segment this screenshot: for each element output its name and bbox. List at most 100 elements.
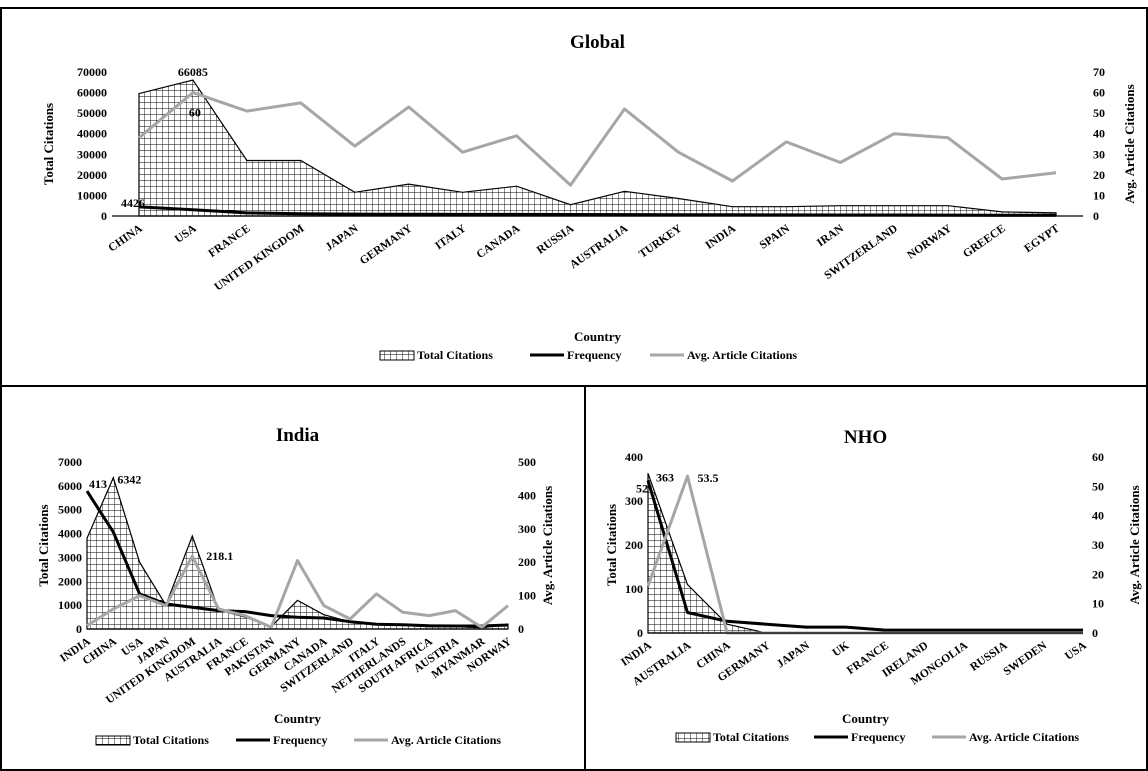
x-category-label: TURKEY [637,222,685,260]
y-tick-label: 40000 [77,127,107,141]
data-label: 66085 [178,65,208,79]
series-avg-citations-line [646,474,1083,635]
y2-tick-label: 10 [1093,188,1105,202]
x-category-label: USA [173,222,199,245]
y-tick-label: 400 [625,450,643,464]
y-tick-label: 3000 [58,550,82,564]
y-tick-label: 0 [101,209,107,223]
legend-avg-citations-label: Avg. Article Citations [391,733,501,747]
y-tick-label: 5000 [58,503,82,517]
y-tick-label: 0 [76,622,82,636]
data-label: 53.5 [698,471,719,485]
legend-frequency-label: Frequency [851,730,905,744]
chart-title: NHO [844,427,887,448]
x-category-label: USA [1063,639,1089,662]
x-category-label: GREECE [961,222,1008,260]
x-category-label: SWEDEN [1001,639,1049,678]
y2-tick-label: 20 [1092,567,1104,581]
x-category-label: FRANCE [206,222,252,260]
data-label: 363 [656,470,674,484]
y2-tick-label: 300 [518,522,536,536]
series-avg-citations-line [138,91,1057,187]
x-category-label: RUSSIA [535,222,577,256]
x-axis-title: Country [274,711,321,726]
legend-avg-citations-label: Avg. Article Citations [969,730,1079,744]
y2-tick-label: 50 [1092,479,1104,493]
chart-title: Global [570,32,625,53]
x-category-label: INDIA [619,639,654,669]
x-category-label: IRAN [815,222,847,249]
y-tick-label: 70000 [77,65,107,79]
legend-frequency-label: Frequency [273,733,327,747]
y2-tick-label: 500 [518,455,536,469]
y2-tick-label: 400 [518,488,536,502]
y-axis-title: Total Citations [36,504,51,586]
y2-axis-title: Avg. Article Citations [1122,84,1137,203]
y-tick-label: 0 [637,626,643,640]
x-category-label: UK [830,640,851,660]
series-avg-citations-line [86,554,509,629]
y-tick-label: 100 [625,582,643,596]
data-label: 218.1 [206,549,233,563]
legend-frequency-label: Frequency [567,348,621,362]
y2-tick-label: 30 [1093,147,1105,161]
y2-tick-label: 0 [1093,209,1099,223]
legend-avg-citations-label: Avg. Article Citations [687,348,797,362]
y-tick-label: 1000 [58,598,82,612]
series-frequency-line [138,205,1057,217]
y2-tick-label: 40 [1092,509,1104,523]
series-frequency-line [85,490,509,628]
y2-tick-label: 0 [1092,626,1098,640]
y-tick-label: 2000 [58,574,82,588]
y-axis-title: Total Citations [604,504,619,586]
y-tick-label: 4000 [58,527,82,541]
y-tick-label: 20000 [77,168,107,182]
x-category-label: CANADA [475,222,523,261]
legend-total-citations-swatch [95,735,131,746]
y-axis-title: Total Citations [41,103,56,185]
legend-total-citations-label: Total Citations [133,733,209,747]
series-total-citations-area [86,475,509,630]
legend-total-citations-swatch [379,350,415,361]
chart-title: India [276,425,320,446]
y2-tick-label: 100 [518,589,536,603]
legend-total-citations-label: Total Citations [417,348,493,362]
legend-total-citations-label: Total Citations [713,730,789,744]
x-axis-title: Country [842,711,889,726]
x-category-label: CHINA [106,222,145,254]
x-category-label: UNITED KINGDOM [212,223,306,294]
y-tick-label: 50000 [77,106,107,120]
nho-chart: NHO 0 100 200 300 400 0 10 20 30 40 50 60 Total Citat… [604,427,1142,744]
data-label: 60 [189,106,201,120]
y-tick-label: 30000 [77,147,107,161]
data-label: 4426 [121,196,145,210]
data-label: 413 [89,477,107,491]
y2-tick-label: 40 [1093,127,1105,141]
series-total-citations-area [647,473,1083,634]
y-tick-label: 60000 [77,86,107,100]
india-chart: India 0 1000 2000 3000 4000 5000 6000 7000 0 100 20… [36,425,555,747]
x-category-label: JAPAN [775,639,813,670]
x-category-label: AUSTRALIA [568,222,631,271]
x-category-label: NORWAY [905,222,954,261]
y2-tick-label: 60 [1093,86,1105,100]
y2-axis-title: Avg. Article Citations [1127,485,1142,604]
y2-axis-title: Avg. Article Citations [540,486,555,605]
y2-tick-label: 0 [518,622,524,636]
panel-border-nho [584,385,1148,771]
series-total-citations-area [138,79,1057,217]
y-tick-label: 200 [625,538,643,552]
y2-tick-label: 30 [1092,538,1104,552]
y-tick-label: 300 [625,494,643,508]
x-category-label: ITALY [433,222,469,252]
series-frequency-line [646,480,1083,632]
y2-tick-label: 200 [518,555,536,569]
y2-tick-label: 60 [1092,450,1104,464]
x-category-label: JAPAN [323,222,361,253]
legend-total-citations-swatch [675,732,711,743]
y2-tick-label: 10 [1092,597,1104,611]
y2-tick-label: 70 [1093,65,1105,79]
x-category-label: GERMANY [358,222,415,267]
global-chart: Global0100002000030000400005000060000700… [41,32,1137,362]
